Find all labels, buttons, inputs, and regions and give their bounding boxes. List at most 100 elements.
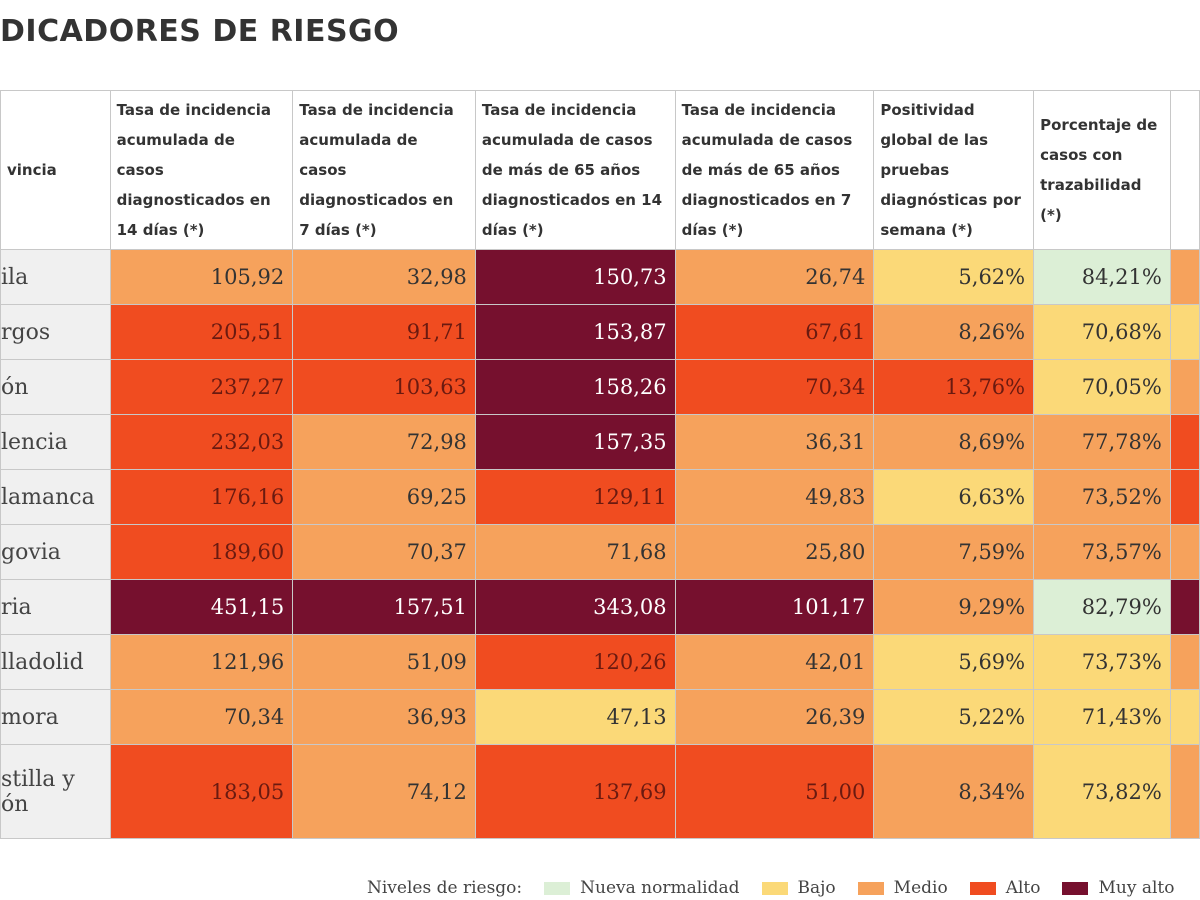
row-label: govia: [0, 524, 111, 580]
row: lladolid 121,96 51,09 120,26 42,01 5,69% 73,73…: [0, 634, 1200, 690]
legend: Niveles de riesgo: Nueva normalidad Bajo Me…: [367, 878, 1175, 898]
cell: 70,37: [292, 524, 476, 580]
cell: 158,26: [474, 359, 676, 415]
cell: 157,35: [474, 414, 676, 470]
cell: 103,63: [292, 359, 476, 415]
legend-label: Nueva normalidad: [580, 878, 740, 898]
cell: 157,51: [292, 579, 476, 635]
cell: 72,98: [292, 414, 476, 470]
cell: 67,61: [674, 304, 875, 360]
cell: 343,08: [474, 579, 676, 635]
cell: 36,93: [292, 689, 476, 745]
title: DICADORES DE RIESGO: [0, 14, 400, 49]
risk-table: vincia Tasa de incidencia acumulada de ca…: [0, 90, 1200, 839]
cell: 42,01: [674, 634, 875, 690]
legend-title: Niveles de riesgo:: [367, 878, 523, 898]
cell: 51,09: [292, 634, 476, 690]
row: rgos 205,51 91,71 153,87 67,61 8,26% 70,68%: [0, 304, 1200, 360]
cell: [1169, 469, 1200, 525]
header-row: vincia Tasa de incidencia acumulada de ca…: [0, 90, 1200, 250]
legend-label: Bajo: [797, 878, 836, 898]
row: lencia 232,03 72,98 157,35 36,31 8,69% 77,78%: [0, 414, 1200, 470]
legend-swatch: [969, 881, 996, 895]
column-header: Tasa de incidencia acumulada de casos de…: [474, 90, 676, 250]
row-label: ila: [0, 249, 111, 305]
column-header: Tasa de incidencia acumulada de casos di…: [292, 90, 476, 250]
row-label: stilla y ón: [0, 744, 111, 839]
cell: [1169, 579, 1200, 635]
column-header: vincia: [0, 90, 111, 250]
cell: 205,51: [109, 304, 294, 360]
cell: 73,57%: [1033, 524, 1171, 580]
cell: 70,68%: [1033, 304, 1171, 360]
cell: [1169, 414, 1200, 470]
column-header: [1169, 90, 1200, 250]
legend-label: Medio: [893, 878, 948, 898]
cell: 105,92: [109, 249, 294, 305]
cell: 150,73: [474, 249, 676, 305]
cell: 137,69: [474, 744, 676, 839]
cell: 101,17: [674, 579, 875, 635]
cell: [1169, 689, 1200, 745]
row-label: rgos: [0, 304, 111, 360]
cell: 69,25: [292, 469, 476, 525]
cell: [1169, 304, 1200, 360]
cell: [1169, 524, 1200, 580]
cell: 73,52%: [1033, 469, 1171, 525]
cell: 32,98: [292, 249, 476, 305]
legend-swatch: [1062, 881, 1089, 895]
row: stilla y ón 183,05 74,12 137,69 51,00 8,34% 73…: [0, 744, 1200, 839]
row-label: lamanca: [0, 469, 111, 525]
cell: 70,05%: [1033, 359, 1171, 415]
row-label: lladolid: [0, 634, 111, 690]
cell: [1169, 744, 1200, 839]
cell: 237,27: [109, 359, 294, 415]
cell: 47,13: [474, 689, 676, 745]
row: mora 70,34 36,93 47,13 26,39 5,22% 71,43%: [0, 689, 1200, 745]
cell: 25,80: [674, 524, 875, 580]
row-label: mora: [0, 689, 111, 745]
cell: 232,03: [109, 414, 294, 470]
cell: 129,11: [474, 469, 676, 525]
cell: 153,87: [474, 304, 676, 360]
cell: 6,63%: [873, 469, 1035, 525]
cell: 77,78%: [1033, 414, 1171, 470]
legend-swatch: [544, 881, 571, 895]
cell: 5,69%: [873, 634, 1035, 690]
cell: 70,34: [674, 359, 875, 415]
column-header: Porcentaje de casos con trazabilidad (*): [1033, 90, 1171, 250]
cell: 189,60: [109, 524, 294, 580]
cell: 26,39: [674, 689, 875, 745]
cell: 84,21%: [1033, 249, 1171, 305]
cell: 74,12: [292, 744, 476, 839]
cell: 73,82%: [1033, 744, 1171, 839]
cell: 36,31: [674, 414, 875, 470]
cell: 176,16: [109, 469, 294, 525]
column-header: Positividad global de las pruebas diagnó…: [873, 90, 1035, 250]
cell: 73,73%: [1033, 634, 1171, 690]
column-header: Tasa de incidencia acumulada de casos di…: [109, 90, 294, 250]
cell: 7,59%: [873, 524, 1035, 580]
cell: 71,43%: [1033, 689, 1171, 745]
row: govia 189,60 70,37 71,68 25,80 7,59% 73,57%: [0, 524, 1200, 580]
cell: 183,05: [109, 744, 294, 839]
row: lamanca 176,16 69,25 129,11 49,83 6,63% 73,52%: [0, 469, 1200, 525]
row-label: lencia: [0, 414, 111, 470]
cell: 5,22%: [873, 689, 1035, 745]
cell: 120,26: [474, 634, 676, 690]
row: ila 105,92 32,98 150,73 26,74 5,62% 84,21%: [0, 249, 1200, 305]
cell: 91,71: [292, 304, 476, 360]
cell: 451,15: [109, 579, 294, 635]
legend-swatch: [761, 881, 788, 895]
cell: 13,76%: [873, 359, 1035, 415]
cell: 5,62%: [873, 249, 1035, 305]
legend-swatch: [857, 881, 884, 895]
cell: [1169, 249, 1200, 305]
cell: 71,68: [474, 524, 676, 580]
cell: 9,29%: [873, 579, 1035, 635]
cell: 8,26%: [873, 304, 1035, 360]
cell: 49,83: [674, 469, 875, 525]
cell: 8,34%: [873, 744, 1035, 839]
cell: 82,79%: [1033, 579, 1171, 635]
